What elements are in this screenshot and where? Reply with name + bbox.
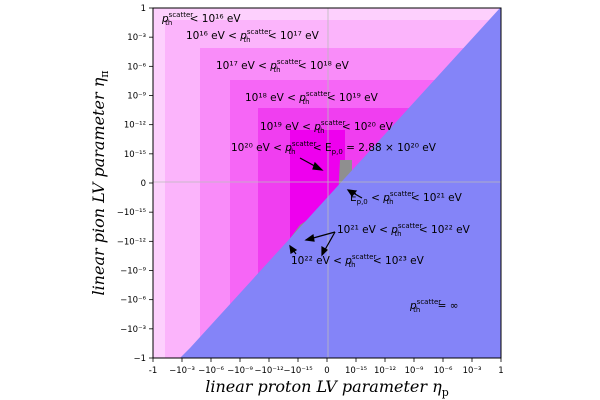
y-tick-label: −10⁻⁹ xyxy=(120,267,146,277)
y-tick-label: 10⁻⁹ xyxy=(127,92,146,102)
y-tick-label: −10⁻³ xyxy=(120,325,146,335)
region-annotation: 10²⁰ eV < pscatter th < Ep,0 = 2.88 × 10²… xyxy=(231,140,437,156)
region-annotation: 10²¹ eV < pscatter th < 10²² eV xyxy=(337,222,471,238)
y-tick-label: 10⁻³ xyxy=(127,33,146,43)
arrowhead-ep0-1e21 xyxy=(346,189,358,198)
x-tick-label: −10⁻⁹ xyxy=(227,366,253,376)
y-tick-label: −10⁻¹² xyxy=(117,237,146,247)
x-tick-label: 10⁻¹⁵ xyxy=(345,366,367,376)
plot-area xyxy=(153,8,501,358)
y-tick-label: 0 xyxy=(141,179,146,189)
region-annotation: 10¹⁹ eV < pscatter th < 10²⁰ eV xyxy=(260,119,394,135)
x-tick-label: −10⁻⁶ xyxy=(198,366,224,376)
region-annotation: pscatter th < 10¹⁶ eV xyxy=(161,11,241,27)
arrowhead-1e21-1e22-a xyxy=(304,233,315,242)
x-tick-label: −10⁻³ xyxy=(169,366,195,376)
y-tick-label: 1 xyxy=(141,4,146,14)
arrowhead-1e22-1e23 xyxy=(289,244,298,254)
y-tick-label: −1 xyxy=(133,354,146,364)
y-tick-label: 10⁻⁶ xyxy=(127,62,146,72)
region-infinite xyxy=(180,8,501,358)
y-tick-label: −10⁻¹⁵ xyxy=(117,208,146,218)
y-tick-label: 10⁻¹² xyxy=(124,121,146,131)
region-annotation: Ep,0 < pscatter th < 10²¹ eV xyxy=(350,190,463,206)
region-annotation: pscatter th = ∞ xyxy=(409,298,459,314)
annotation-arrows xyxy=(289,157,363,257)
region-annotation: 10¹⁸ eV < pscatter th < 10¹⁹ eV xyxy=(245,90,379,106)
x-tick-label: 0 xyxy=(324,366,329,376)
x-tick-label: −10⁻¹⁵ xyxy=(283,366,312,376)
arrowhead-1e21-1e22-b xyxy=(321,245,328,257)
region-annotation: 10¹⁶ eV < pscatter th < 10¹⁷ eV xyxy=(186,28,320,44)
y-tick-label: 10⁻¹⁵ xyxy=(124,150,146,160)
x-tick-label: 10⁻³ xyxy=(463,366,482,376)
arrowhead-1e20-ep0 xyxy=(312,161,324,171)
x-axis-ticks: -1 −10⁻³ −10⁻⁶ −10⁻⁹ −10⁻¹² −10⁻¹⁵ 0 10⁻¹⁵ 10⁻¹²… xyxy=(149,358,504,376)
x-tick-label: −10⁻¹² xyxy=(254,366,283,376)
y-tick-label: −10⁻⁶ xyxy=(120,296,146,306)
y-axis-ticks: 1 10⁻³ 10⁻⁶ 10⁻⁹ 10⁻¹² 10⁻¹⁵ 0 −10⁻¹⁵ −10⁻¹² −10⁻… xyxy=(117,4,153,364)
x-tick-label: 10⁻⁶ xyxy=(434,366,453,376)
y-axis-title: linear pion LV parameter ηπ xyxy=(89,70,111,295)
x-axis-title: linear proton LV parameter ηp xyxy=(205,377,449,399)
x-tick-label: -1 xyxy=(149,366,157,376)
region-annotation: 10²² eV < pscatter th < 10²³ eV xyxy=(291,253,425,269)
x-tick-label: 1 xyxy=(498,366,503,376)
x-tick-label: 10⁻¹² xyxy=(374,366,396,376)
region-annotation: 10¹⁷ eV < pscatter th < 10¹⁸ eV xyxy=(216,58,350,74)
x-tick-label: 10⁻⁹ xyxy=(405,366,424,376)
